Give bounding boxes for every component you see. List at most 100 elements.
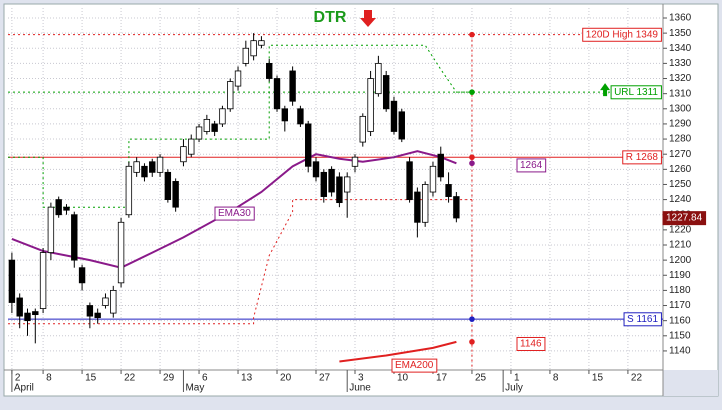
trailing-stop-line (8, 199, 472, 325)
candle-body (312, 161, 320, 178)
plot: 1140115011601170118011901200121012201230… (8, 8, 707, 394)
y-tick-label: 1340 (669, 43, 692, 54)
ema-label: EMA30 (218, 208, 251, 219)
candle-body (297, 108, 304, 125)
candle-body (398, 111, 405, 140)
candle-body (382, 75, 390, 110)
candle-body (24, 312, 31, 322)
candle-body (250, 40, 257, 57)
y-tick-label: 1200 (669, 255, 692, 266)
y-tick-label: 1320 (669, 73, 692, 84)
level-label: S 1161 (627, 314, 658, 325)
y-tick-label: 1350 (669, 28, 692, 39)
candle-body (445, 184, 452, 197)
candle-body (156, 156, 164, 173)
y-tick-label: 1190 (669, 270, 691, 281)
x-tick-label: 22 (631, 373, 643, 384)
x-tick-label: 29 (163, 373, 175, 384)
x-tick-label: 17 (436, 373, 448, 384)
candle-body (71, 214, 78, 261)
candle-body (172, 181, 179, 208)
candle-body (320, 171, 328, 197)
x-tick-label: 15 (85, 373, 97, 384)
level-label: R 1268 (626, 152, 659, 163)
corner (663, 370, 718, 396)
candle-body (390, 100, 398, 132)
x-tick-label: 25 (475, 373, 487, 384)
x-tick-label: 27 (319, 373, 331, 384)
cursor-dot (469, 316, 475, 322)
y-tick-label: 1360 (669, 13, 692, 24)
x-tick-label: 8 (553, 373, 559, 384)
candle-body (351, 156, 359, 167)
candle-body (375, 62, 382, 95)
candle-body (86, 305, 94, 317)
candle-body (305, 123, 312, 167)
y-tick-label: 1180 (669, 285, 691, 296)
ema-line (11, 150, 457, 269)
candle-body (336, 176, 343, 204)
candle-body (39, 252, 47, 309)
cursor-dot (469, 154, 475, 161)
candle-body (258, 40, 265, 46)
candle-body (437, 153, 444, 178)
down-arrow-icon (360, 10, 376, 27)
x-tick-label: 15 (592, 373, 604, 384)
level-label-box (623, 312, 662, 327)
candle-body (429, 165, 437, 193)
level-label: URL 1311 (614, 87, 658, 98)
candle-body (141, 165, 148, 178)
candle-body (219, 108, 226, 125)
ema-label-box (391, 358, 438, 373)
candle-body (453, 196, 460, 219)
month-label: May (185, 383, 204, 394)
level-label: 120D High 1349 (586, 29, 659, 40)
cursor-dot (469, 339, 475, 345)
x-tick-label: 20 (280, 373, 292, 384)
month-label: June (349, 383, 371, 394)
y-tick-label: 1140 (669, 346, 691, 357)
cursor-dot (469, 31, 475, 38)
candle-body (343, 176, 351, 193)
candle-body (421, 184, 429, 223)
candle-body (273, 78, 281, 110)
month-label: July (505, 383, 523, 394)
y-tick-label: 1150 (669, 330, 691, 341)
candle-body (16, 297, 23, 317)
candle-body (414, 191, 421, 223)
candle-body (406, 161, 413, 200)
level-label-box (622, 150, 662, 165)
candle-body (234, 70, 242, 87)
x-tick-label: 6 (202, 373, 208, 384)
candle-body (289, 70, 296, 102)
y-tick-label: 1310 (669, 88, 692, 99)
x-tick-label: 8 (46, 373, 52, 384)
candle-body (203, 118, 211, 132)
candle-body (367, 78, 374, 132)
candle-body (94, 312, 101, 319)
candle-body (63, 206, 70, 211)
ema-value-label-box (516, 336, 546, 351)
ema-value-label: 1264 (520, 160, 543, 171)
candle-body (164, 171, 172, 200)
ema-value-label-box (516, 158, 547, 173)
ema-value-label: 1146 (520, 338, 542, 349)
up-arrow-icon (600, 83, 611, 97)
candle-body (188, 138, 195, 155)
y-tick-label: 1290 (669, 119, 692, 130)
y-tick-label: 1260 (669, 164, 692, 175)
candle-body (149, 161, 156, 173)
y-tick-label: 1280 (669, 134, 692, 145)
candle-body (110, 289, 117, 314)
y-tick-label: 1160 (669, 315, 691, 326)
y-tick-label: 1210 (669, 240, 692, 251)
y-tick-label: 1170 (669, 300, 691, 311)
cursor-dot (469, 89, 475, 95)
ema-label-box (214, 206, 255, 221)
x-tick-label: 10 (397, 373, 409, 384)
candle-body (266, 62, 273, 79)
candle-body (195, 126, 203, 140)
candle-body (55, 199, 62, 216)
candle-body (78, 267, 86, 284)
